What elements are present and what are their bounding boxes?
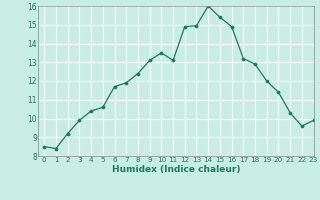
X-axis label: Humidex (Indice chaleur): Humidex (Indice chaleur)	[112, 165, 240, 174]
